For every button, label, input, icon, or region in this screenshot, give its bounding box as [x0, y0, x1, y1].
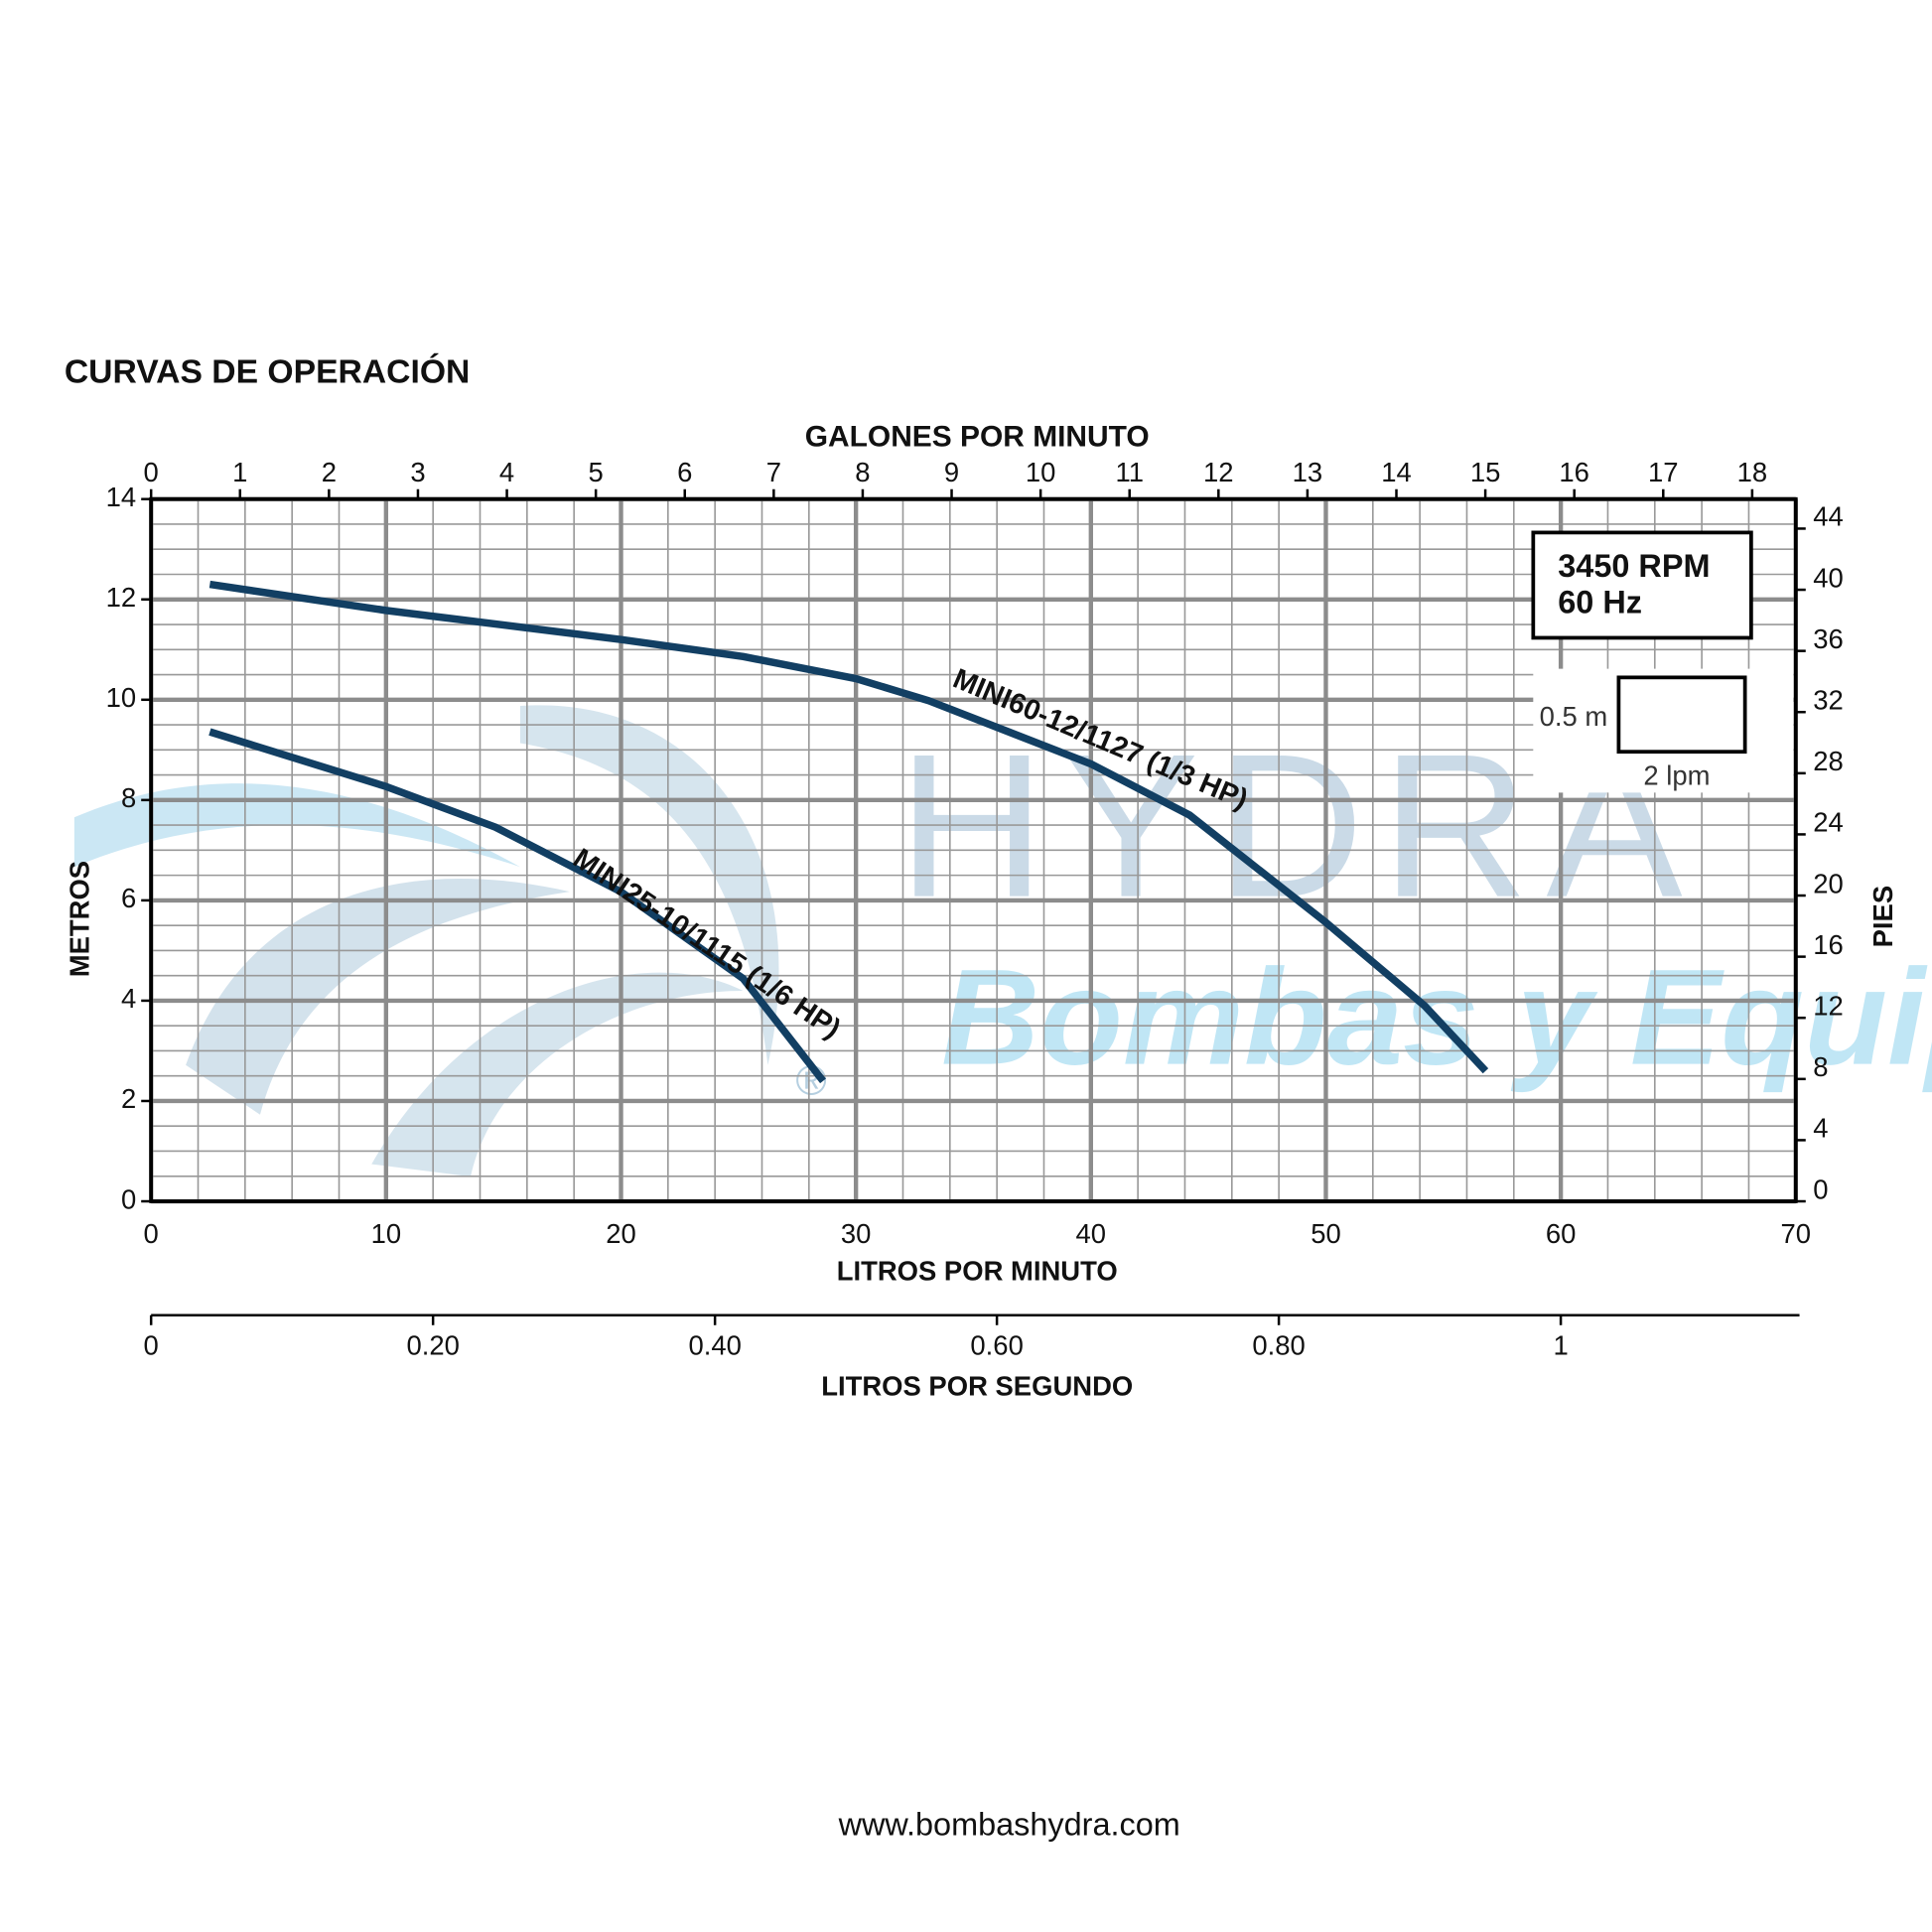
rpm-box — [1531, 530, 1753, 640]
y2-tick-label: 20 — [1813, 868, 1844, 898]
chart-title: CURVAS DE OPERACIÓN — [65, 353, 471, 391]
y-axis-label: METROS — [65, 861, 95, 977]
y2-tick-label: 24 — [1813, 807, 1844, 838]
x3-tick-label: 0.60 — [970, 1329, 1023, 1360]
x2-tick-label: 17 — [1648, 457, 1679, 487]
x-axis-label: LITROS POR MINUTO — [837, 1256, 1118, 1287]
x2-tick-label: 13 — [1293, 457, 1323, 487]
x3-tick-label: 0 — [144, 1329, 159, 1360]
x3-axis-label: LITROS POR SEGUNDO — [821, 1371, 1133, 1402]
x-tick-label: 30 — [841, 1218, 872, 1249]
x2-axis-label: GALONES POR MINUTO — [805, 420, 1150, 453]
y2-axis-label: PIES — [1867, 886, 1898, 948]
y-tick-label: 0 — [121, 1183, 136, 1214]
y2-tick-label: 40 — [1813, 562, 1844, 593]
x2-tick-label: 9 — [944, 457, 959, 487]
x2-tick-label: 15 — [1470, 457, 1501, 487]
y2-tick-label: 12 — [1813, 990, 1844, 1021]
scale-width-label: 2 lpm — [1643, 760, 1710, 791]
x2-tick-label: 6 — [677, 457, 692, 487]
y-tick-label: 14 — [106, 482, 137, 512]
x3-tick-label: 0.80 — [1252, 1329, 1305, 1360]
y-tick-label: 4 — [121, 983, 136, 1014]
y2-tick-label: 0 — [1813, 1173, 1828, 1204]
x3-tick-label: 1 — [1553, 1329, 1568, 1360]
y2-tick-label: 36 — [1813, 623, 1844, 654]
y2-tick-label: 44 — [1813, 501, 1844, 532]
y2-tick-label: 16 — [1813, 929, 1844, 960]
annotation: 3450 RPM — [1558, 548, 1710, 584]
y2-tick-label: 32 — [1813, 685, 1844, 716]
scale-height-label: 0.5 m — [1540, 701, 1608, 732]
y-tick-label: 8 — [121, 782, 136, 813]
annotation: 60 Hz — [1558, 584, 1642, 620]
footer: www.bombashydra.com — [838, 1807, 1180, 1843]
y2-tick-label: 4 — [1813, 1113, 1828, 1144]
y-tick-label: 12 — [106, 582, 137, 613]
x2-tick-label: 1 — [232, 457, 247, 487]
series-line — [208, 580, 1489, 1074]
x2-tick-label: 3 — [410, 457, 425, 487]
x2-tick-label: 2 — [322, 457, 337, 487]
x-tick-label: 10 — [371, 1218, 402, 1249]
plot-border — [149, 496, 1798, 1203]
x3-tick-label: 0.40 — [688, 1329, 741, 1360]
x-tick-label: 60 — [1546, 1218, 1577, 1249]
x-tick-label: 40 — [1076, 1218, 1107, 1249]
x2-tick-label: 7 — [766, 457, 781, 487]
x2-tick-label: 18 — [1737, 457, 1768, 487]
watermark-swoosh — [73, 783, 520, 868]
x2-tick-label: 0 — [144, 457, 159, 487]
x2-tick-label: 12 — [1203, 457, 1234, 487]
x-tick-label: 20 — [606, 1218, 636, 1249]
x2-tick-label: 16 — [1559, 457, 1589, 487]
x-tick-label: 70 — [1781, 1218, 1812, 1249]
x-tick-label: 0 — [144, 1218, 159, 1249]
x3-tick-label: 0.20 — [406, 1329, 459, 1360]
x2-tick-label: 8 — [855, 457, 870, 487]
y-tick-label: 10 — [106, 682, 137, 713]
series-line — [208, 728, 826, 1084]
x2-tick-label: 11 — [1115, 457, 1143, 487]
y2-tick-label: 8 — [1813, 1051, 1828, 1082]
scale-box — [1616, 675, 1747, 755]
y-tick-label: 6 — [121, 883, 136, 913]
y-tick-label: 2 — [121, 1083, 136, 1114]
x-tick-label: 50 — [1311, 1218, 1341, 1249]
x2-tick-label: 14 — [1381, 457, 1412, 487]
y2-tick-label: 28 — [1813, 746, 1844, 776]
x2-tick-label: 10 — [1026, 457, 1056, 487]
watermark-swoosh — [186, 878, 570, 1115]
x2-tick-label: 5 — [589, 457, 604, 487]
x2-tick-label: 4 — [499, 457, 514, 487]
